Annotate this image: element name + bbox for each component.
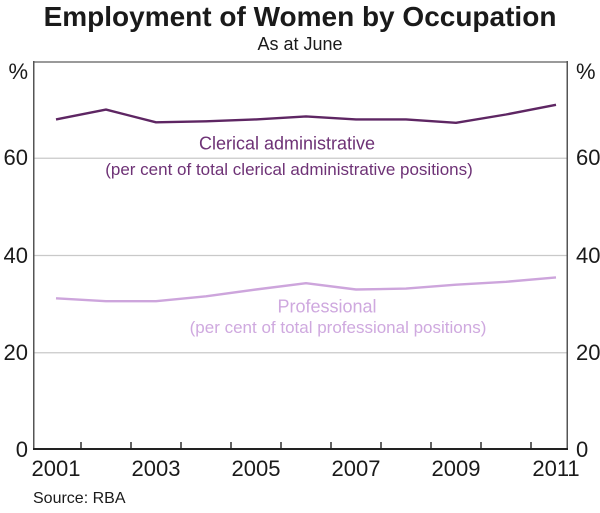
chart-subtitle: As at June [257, 34, 343, 54]
chart-title: Employment of Women by Occupation [43, 1, 557, 32]
y-tick-label-right-40: 40 [576, 242, 600, 268]
series-label-clerical: Clerical administrative [198, 133, 376, 154]
plot-area [33, 61, 568, 450]
series-note-professional: (per cent of total professional position… [189, 318, 487, 337]
y-tick-label-left-0: 0 [15, 437, 28, 462]
x-tick-label-2003: 2003 [131, 456, 181, 481]
y-tick-label-right-60: 60 [576, 145, 600, 171]
clerical-administrative-line [55, 103, 557, 124]
y-axis-unit-right: % [576, 59, 596, 84]
x-tick-label-2009: 2009 [431, 456, 481, 481]
source-note: Source: RBA [33, 490, 126, 507]
x-tick-label-2007: 2007 [331, 456, 381, 481]
series-label-professional: Professional [277, 296, 377, 317]
y-tick-label-right-0: 0 [576, 437, 589, 462]
y-tick-label-left-20: 20 [3, 339, 28, 365]
x-tick-label-2001: 2001 [31, 456, 81, 481]
professional-line [55, 276, 557, 303]
y-axis-unit-left: % [8, 59, 28, 84]
line-chart-canvas [33, 61, 568, 450]
x-tick-label-2005: 2005 [231, 456, 281, 481]
y-tick-label-left-40: 40 [3, 242, 28, 268]
y-tick-label-left-60: 60 [3, 145, 28, 171]
series-note-clerical: (per cent of total clerical administrati… [105, 160, 473, 179]
y-tick-label-right-20: 20 [576, 339, 600, 365]
x-tick-label-2011: 2011 [532, 456, 580, 481]
